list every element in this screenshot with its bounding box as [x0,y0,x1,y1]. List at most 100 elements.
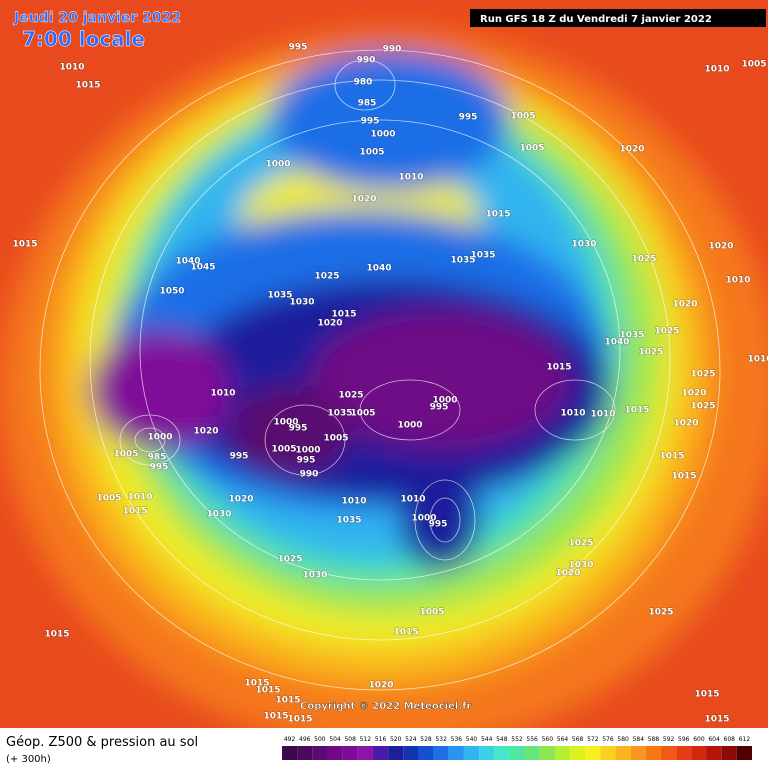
scale-label: 552 [511,736,523,743]
scale-label: 572 [587,736,599,743]
pressure-label: 1020 [708,242,733,252]
scale-label: 612 [739,736,751,743]
scale-label: 556 [526,736,538,743]
pressure-label: 1015 [704,715,729,725]
pressure-label: 1020 [193,427,218,437]
forecast-date: Jeudi 20 janvier 2022 [13,10,181,26]
pressure-label: 1025 [654,327,679,337]
pressure-label: 1015 [75,81,100,91]
pressure-label: 1005 [323,434,348,444]
pressure-label: 1005 [271,445,296,455]
pressure-label: 1010 [341,497,366,507]
pressure-label: 1025 [638,348,663,358]
pressure-label: 980 [354,78,373,88]
scale-swatch [524,746,540,760]
scale-label: 600 [693,736,705,743]
pressure-label: 1030 [568,561,593,571]
pressure-label: 995 [459,113,478,123]
scale-swatch [297,746,313,760]
scale-label: 524 [405,736,417,743]
run-info: Run GFS 18 Z du Vendredi 7 janvier 2022 [480,14,712,25]
pressure-label: 1025 [690,402,715,412]
pressure-label: 1045 [190,263,215,273]
pressure-label: 1035 [470,251,495,261]
pressure-label: 1020 [619,145,644,155]
run-banner [470,9,766,27]
pressure-label: 1025 [338,391,363,401]
pressure-label: 1040 [604,338,629,348]
scale-swatch [539,746,555,760]
scale-swatch [554,746,571,760]
pressure-label: 1035 [619,331,644,341]
scale-swatch [388,746,404,760]
pressure-label: 1035 [336,516,361,526]
scale-swatch [676,746,692,760]
pressure-label: 995 [297,456,316,466]
scale-label: 512 [360,736,372,743]
scale-swatch [282,746,298,760]
pressure-label: 1020 [555,569,580,579]
pressure-label: 1015 [255,686,280,696]
pressure-label: 995 [289,43,308,53]
pressure-label: 1015 [263,712,288,722]
pressure-label: 995 [289,424,308,434]
pressure-label: 1040 [175,257,200,267]
scale-label: 560 [542,736,554,743]
pressure-label: 1005 [113,450,138,460]
pressure-label: 990 [383,45,402,55]
pressure-label: 985 [358,99,377,109]
pressure-label: 1030 [206,510,231,520]
pressure-label: 1005 [519,144,544,154]
pressure-label: 1025 [568,539,593,549]
pressure-label: 1000 [265,160,290,170]
pressure-label: 1010 [127,493,152,503]
scale-label: 568 [572,736,584,743]
pressure-label: 1015 [122,507,147,517]
scale-swatch [357,746,373,760]
scale-label: 528 [420,736,432,743]
scale-swatch [312,746,328,760]
pressure-label: 995 [429,520,448,530]
scale-swatch [630,746,646,760]
pressure-label: 1020 [228,495,253,505]
scale-label: 544 [481,736,493,743]
scale-label: 496 [299,736,311,743]
pressure-label: 1010 [590,410,615,420]
pressure-label: 1015 [275,696,300,706]
scale-label: 548 [496,736,508,743]
pressure-label: 1010 [400,495,425,505]
pressure-label: 1025 [690,370,715,380]
scale-swatch [494,746,510,760]
scale-swatch [327,746,343,760]
scale-swatch [433,746,449,760]
scale-label: 564 [557,736,569,743]
scale-swatch [721,746,737,760]
scale-swatch [403,746,419,760]
pressure-label: 1010 [210,389,235,399]
pressure-label: 995 [230,452,249,462]
pressure-label: 1015 [694,690,719,700]
pressure-label: 1020 [368,681,393,691]
pressure-label: 1015 [624,406,649,416]
pressure-label: 1025 [277,555,302,565]
pressure-label: 1005 [96,494,121,504]
pressure-label: 1005 [419,608,444,618]
scale-label: 604 [708,736,720,743]
pressure-label: 1035 [327,409,352,419]
copyright: Copyright © 2022 Meteociel.fr [300,701,471,712]
legend-title: Géop. Z500 & pression au sol [6,735,198,750]
scale-swatch [661,746,677,760]
scale-swatch [479,746,495,760]
scale-label: 516 [375,736,387,743]
scale-label: 536 [451,736,463,743]
scale-label: 504 [329,736,341,743]
scale-label: 576 [602,736,614,743]
pressure-label: 1020 [681,389,706,399]
pressure-label: 1015 [12,240,37,250]
pressure-label: 990 [300,470,319,480]
pressure-label: 1015 [659,452,684,462]
scale-label: 580 [617,736,629,743]
scale-swatch [645,746,662,760]
